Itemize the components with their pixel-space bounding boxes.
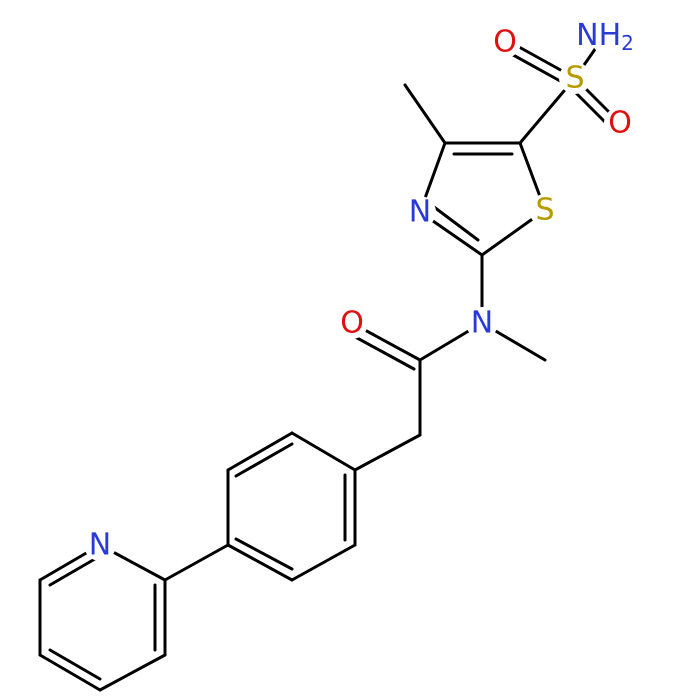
- atom-label: N: [89, 528, 111, 563]
- bonds: [38, 40, 617, 692]
- atom-label: O: [340, 306, 364, 341]
- atom-label-subscript: 2: [621, 31, 634, 55]
- atom-label: NH2: [576, 18, 634, 56]
- atom-backgrounds: [84, 13, 636, 561]
- atom-label: S: [565, 61, 584, 96]
- atom-label: O: [493, 25, 517, 60]
- atom-label: O: [608, 106, 632, 141]
- atom-label: N: [409, 195, 431, 230]
- atom-label: N: [471, 306, 493, 341]
- atom-label-main: NH: [576, 18, 621, 53]
- atom-label: S: [535, 193, 554, 228]
